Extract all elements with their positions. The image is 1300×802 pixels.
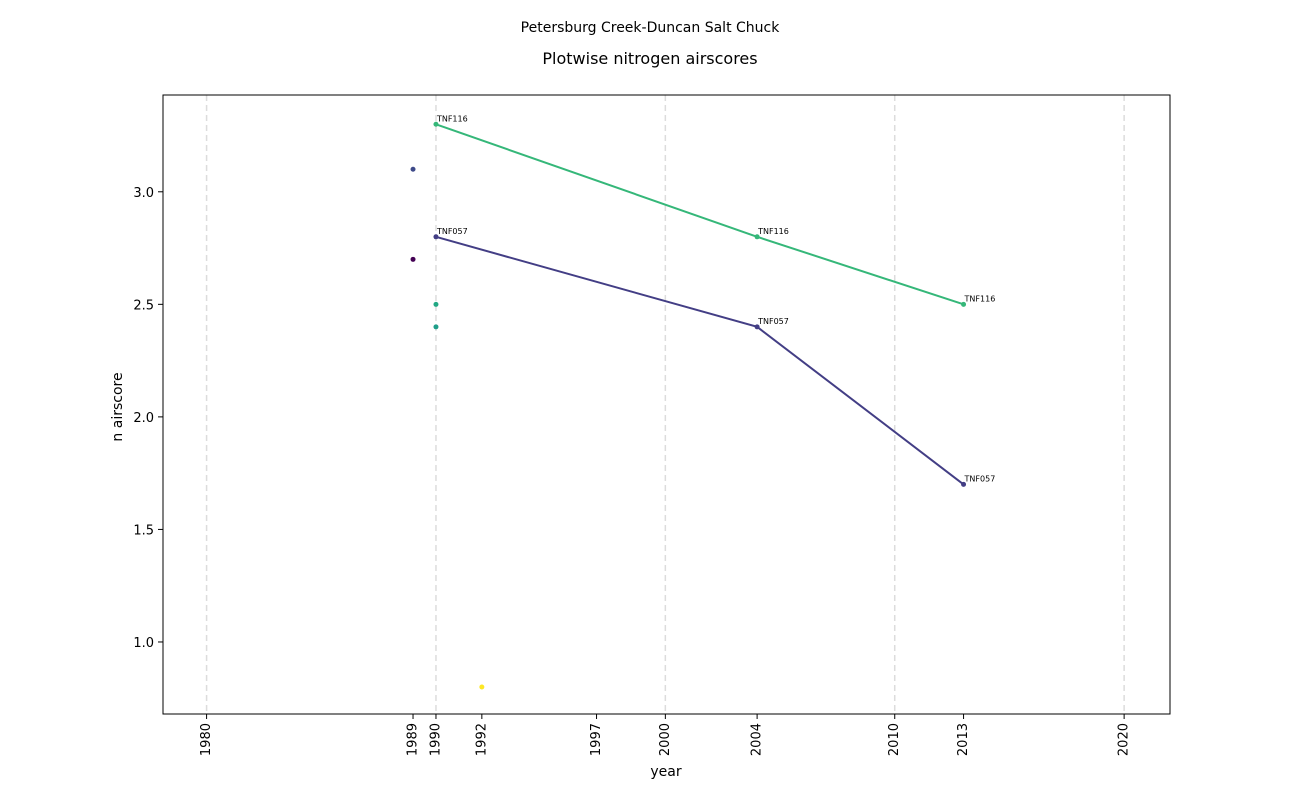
x-tick-label: 1989	[406, 723, 421, 756]
series-lines	[435, 123, 965, 486]
data-point	[479, 684, 485, 690]
gridlines	[205, 95, 1125, 714]
data-point	[961, 301, 967, 307]
series-line	[435, 235, 965, 486]
point-label: TNF116	[964, 294, 996, 303]
data-point	[433, 324, 439, 330]
x-tick-label: 2000	[658, 723, 673, 756]
x-axis-label: year	[650, 764, 681, 780]
chart-title: Plotwise nitrogen airscores	[542, 49, 757, 68]
y-axis-label: n airscore	[110, 372, 126, 441]
data-point	[961, 481, 967, 487]
x-tick-label: 2004	[750, 723, 765, 756]
x-tick-label: 1992	[474, 723, 489, 756]
x-tick-label: 2020	[1117, 723, 1132, 756]
y-tick-label: 1.5	[133, 523, 154, 538]
data-points	[410, 121, 967, 690]
y-tick-label: 2.5	[133, 298, 154, 313]
x-tick-label: 1997	[589, 723, 604, 756]
y-tick-label: 3.0	[133, 186, 154, 201]
series-line	[435, 123, 964, 306]
point-label: TNF116	[436, 114, 468, 123]
point-label: TNF116	[757, 227, 789, 236]
data-point	[410, 166, 416, 172]
data-point	[410, 256, 416, 262]
point-label: TNF057	[964, 474, 996, 483]
x-tick-label: 1990	[428, 723, 443, 756]
x-axis-ticks: 1980 1989 1990 1992 1997 2000 2004 2010 2013 2020	[199, 714, 1132, 756]
data-point	[433, 301, 439, 307]
y-tick-label: 2.0	[133, 411, 154, 426]
plot-area	[162, 94, 1171, 715]
x-tick-label: 2010	[887, 723, 902, 756]
data-point	[754, 324, 760, 330]
point-labels: TNF116 TNF116 TNF116 TNF057 TNF057 TNF057	[436, 114, 995, 483]
y-axis-ticks: 1.0 1.5 2.0 2.5 3.0	[133, 186, 163, 651]
point-label: TNF057	[436, 227, 468, 236]
point-label: TNF057	[757, 317, 789, 326]
data-point	[754, 234, 760, 240]
x-tick-label: 1980	[199, 723, 214, 756]
data-point	[433, 234, 439, 240]
y-tick-label: 1.0	[133, 636, 154, 651]
data-point	[433, 121, 439, 127]
chart-suptitle: Petersburg Creek-Duncan Salt Chuck	[521, 20, 781, 36]
x-tick-label: 2013	[956, 723, 971, 756]
